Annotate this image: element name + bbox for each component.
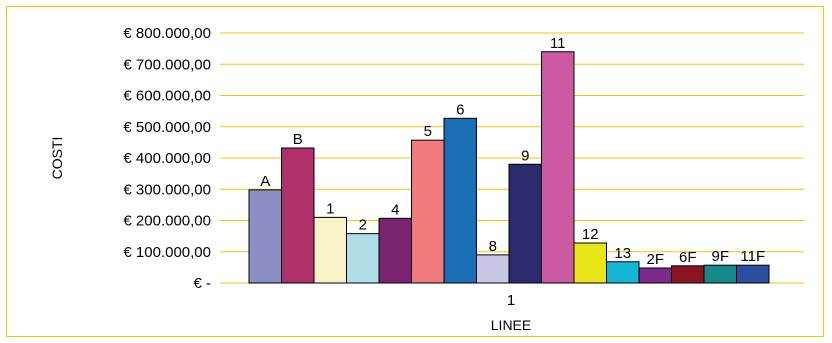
y-tick-label: € 100.000,00 — [123, 244, 211, 261]
bar-data-label: 6 — [456, 101, 464, 118]
bar-data-label: 12 — [582, 226, 599, 243]
bar-6f — [671, 265, 705, 284]
bar-data-label: 11 — [550, 35, 566, 52]
bar-data-label: 1 — [326, 200, 334, 217]
y-tick-label: € 800.000,00 — [123, 25, 211, 42]
x-axis-category-label: 1 — [507, 292, 515, 309]
y-tick-label: € 600.000,00 — [123, 88, 211, 105]
bar-4 — [378, 217, 412, 284]
bar-a — [248, 189, 282, 284]
bar-8 — [476, 254, 510, 284]
bar-data-label: 13 — [614, 245, 631, 262]
bar-9 — [508, 163, 542, 284]
bar-data-label: 9 — [521, 147, 529, 164]
bar-data-label: B — [293, 131, 303, 148]
bar-data-label: 9F — [711, 248, 729, 265]
x-axis-title: LINEE — [491, 317, 531, 333]
bar-data-label: 2F — [646, 251, 664, 268]
y-tick-label: € - — [193, 275, 211, 292]
y-tick-label: € 300.000,00 — [123, 181, 211, 198]
bar-data-label: 8 — [489, 238, 497, 255]
y-tick-label: € 400.000,00 — [123, 150, 211, 167]
bar-6 — [443, 117, 477, 284]
bars — [248, 51, 770, 284]
bar-data-label: 6F — [679, 249, 697, 266]
y-tick-label: € 700.000,00 — [123, 56, 211, 73]
bar-data-label: 2 — [359, 217, 367, 234]
y-axis-tick-labels: € - € 100.000,00 € 200.000,00 € 300.000,00 €… — [123, 25, 211, 292]
bar-5 — [411, 139, 445, 284]
bar-data-label: 5 — [424, 123, 432, 140]
bar-11f — [736, 264, 770, 284]
bar-b — [281, 147, 315, 284]
bar-13 — [606, 261, 640, 284]
bar-2f — [638, 267, 672, 284]
bar-1 — [313, 216, 347, 284]
y-tick-label: € 500.000,00 — [123, 119, 211, 136]
bar-data-label: 11F — [740, 248, 765, 265]
bar-2 — [346, 233, 380, 284]
y-axis-title: COSTI — [49, 137, 65, 180]
y-tick-label: € 200.000,00 — [123, 213, 211, 230]
bar-11 — [541, 51, 575, 284]
bar-data-label: 4 — [391, 201, 399, 218]
bar-data-label: A — [260, 173, 270, 190]
bar-9f — [703, 264, 737, 284]
bar-12 — [573, 242, 607, 284]
